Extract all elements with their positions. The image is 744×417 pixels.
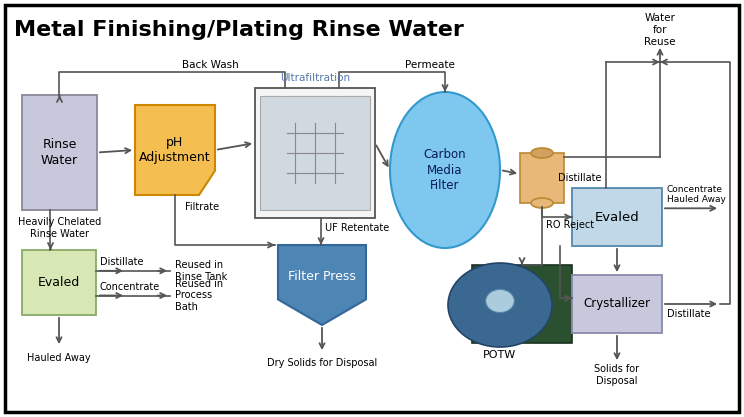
Ellipse shape bbox=[390, 92, 500, 248]
Polygon shape bbox=[135, 105, 215, 195]
FancyBboxPatch shape bbox=[260, 96, 370, 210]
FancyBboxPatch shape bbox=[572, 275, 662, 333]
Text: Distillate: Distillate bbox=[100, 257, 144, 267]
Text: Permeate: Permeate bbox=[405, 60, 455, 70]
Text: Back Wash: Back Wash bbox=[182, 60, 238, 70]
Text: Hauled Away: Hauled Away bbox=[28, 353, 91, 363]
Ellipse shape bbox=[486, 289, 514, 313]
Text: Water
for
Reuse: Water for Reuse bbox=[644, 13, 676, 47]
Text: Heavily Chelated
Rinse Water: Heavily Chelated Rinse Water bbox=[18, 217, 101, 239]
Ellipse shape bbox=[531, 148, 553, 158]
Text: Concentrate
Hauled Away: Concentrate Hauled Away bbox=[667, 185, 726, 204]
Text: Distillate: Distillate bbox=[667, 309, 711, 319]
Text: Ultrafiltration: Ultrafiltration bbox=[280, 73, 350, 83]
Text: Filtrate: Filtrate bbox=[185, 202, 219, 212]
FancyBboxPatch shape bbox=[472, 265, 572, 343]
Text: Metal Finishing/Plating Rinse Water: Metal Finishing/Plating Rinse Water bbox=[14, 20, 464, 40]
Text: Evaled: Evaled bbox=[594, 211, 639, 224]
Ellipse shape bbox=[448, 263, 552, 347]
FancyBboxPatch shape bbox=[255, 88, 375, 218]
Text: Reused in
Rinse Tank: Reused in Rinse Tank bbox=[175, 260, 227, 281]
Polygon shape bbox=[278, 245, 366, 325]
Text: Filter Press: Filter Press bbox=[288, 271, 356, 284]
Ellipse shape bbox=[531, 198, 553, 208]
Text: POTW: POTW bbox=[484, 350, 516, 360]
Text: pH
Adjustment: pH Adjustment bbox=[139, 136, 211, 164]
Text: Dry Solids for Disposal: Dry Solids for Disposal bbox=[267, 358, 377, 368]
Text: Crystallizer: Crystallizer bbox=[583, 297, 650, 311]
FancyBboxPatch shape bbox=[22, 95, 97, 210]
FancyBboxPatch shape bbox=[520, 153, 564, 203]
Text: Solids for
Disposal: Solids for Disposal bbox=[594, 364, 640, 386]
Text: RO Reject: RO Reject bbox=[546, 220, 594, 230]
Text: Distillate: Distillate bbox=[558, 173, 601, 183]
Text: Reused in
Process
Bath: Reused in Process Bath bbox=[175, 279, 223, 312]
Text: Concentrate: Concentrate bbox=[100, 281, 160, 291]
Text: Rinse
Water: Rinse Water bbox=[41, 138, 78, 166]
Text: Evaled: Evaled bbox=[38, 276, 80, 289]
FancyBboxPatch shape bbox=[572, 188, 662, 246]
FancyBboxPatch shape bbox=[5, 5, 739, 412]
Text: Carbon
Media
Filter: Carbon Media Filter bbox=[423, 148, 466, 191]
Text: UF Retentate: UF Retentate bbox=[325, 223, 389, 233]
FancyBboxPatch shape bbox=[22, 250, 96, 315]
